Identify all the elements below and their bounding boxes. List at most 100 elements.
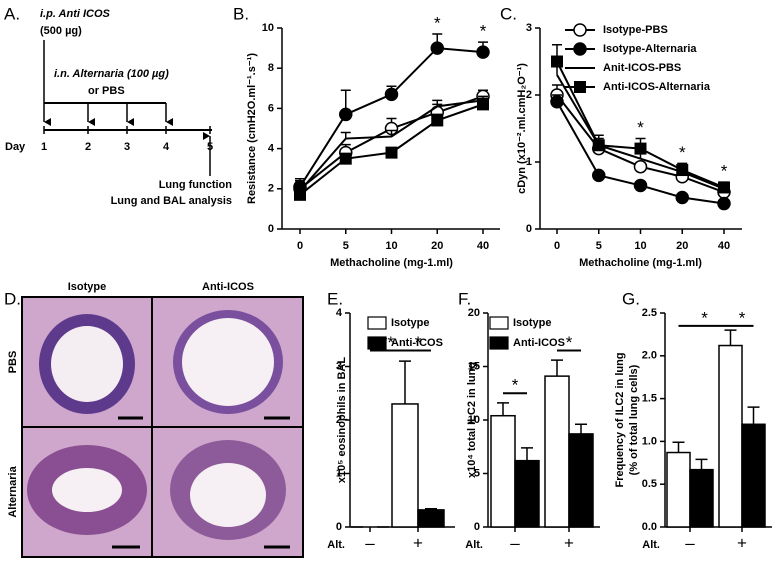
y-tick-label: 2 bbox=[336, 414, 342, 426]
point bbox=[675, 190, 689, 205]
y-tick-label: 4 bbox=[336, 307, 343, 319]
error-bar bbox=[432, 99, 443, 107]
y-axis-label: (% of total lung cells) bbox=[628, 364, 640, 475]
y-tick-label: 1 bbox=[526, 156, 532, 168]
x-tick-label: – bbox=[365, 533, 375, 552]
point bbox=[477, 98, 489, 111]
legend-swatch bbox=[367, 316, 387, 330]
y-tick-label: 0 bbox=[268, 223, 274, 235]
y-tick-label: 2 bbox=[526, 89, 532, 101]
x-tick-label: 0 bbox=[297, 240, 303, 252]
legend-label: Isotype-PBS bbox=[603, 24, 668, 36]
point bbox=[718, 181, 730, 194]
x-tick-label: + bbox=[564, 533, 574, 552]
y-tick-label: 5 bbox=[474, 467, 480, 479]
y-tick-label: 0 bbox=[526, 223, 532, 235]
panel-label: C. bbox=[500, 4, 517, 23]
day: 2 bbox=[85, 141, 91, 153]
bar bbox=[490, 414, 516, 528]
legend-marker bbox=[574, 81, 586, 93]
point bbox=[385, 146, 398, 159]
significance-label: * bbox=[701, 308, 708, 327]
y-tick-label: 0.0 bbox=[642, 521, 657, 533]
day: 1 bbox=[41, 141, 47, 153]
y-tick-label: 1 bbox=[336, 467, 342, 479]
y-axis-label: Resistance (cmH2O.ml⁻¹.s⁻¹) bbox=[246, 53, 258, 204]
significance-label: * bbox=[512, 376, 519, 395]
panel-label: G. bbox=[622, 289, 640, 308]
legend-swatch bbox=[489, 316, 509, 330]
y-tick-label: 0 bbox=[474, 521, 480, 533]
x-axis-label: Alt. bbox=[465, 539, 483, 551]
legend-label: Isotype bbox=[391, 317, 430, 329]
y-tick-label: 0.5 bbox=[642, 478, 657, 490]
panel-label: F. bbox=[458, 289, 471, 308]
error-bar bbox=[695, 458, 708, 470]
bar bbox=[544, 375, 570, 528]
error-bar bbox=[521, 447, 533, 461]
y-tick-label: 10 bbox=[468, 414, 480, 426]
legend-swatch bbox=[489, 336, 509, 350]
point bbox=[431, 114, 444, 127]
legend-label: Anit-ICOS-PBS bbox=[603, 62, 681, 74]
y-tick-label: 20 bbox=[468, 307, 480, 319]
day: 3 bbox=[124, 141, 130, 153]
significance-label: * bbox=[415, 333, 422, 352]
y-tick-label: 2.5 bbox=[642, 307, 657, 319]
x-tick-label: 10 bbox=[385, 240, 397, 252]
y-tick-label: 10 bbox=[262, 22, 274, 34]
x-tick-label: 0 bbox=[554, 240, 560, 252]
annotation: * bbox=[480, 22, 487, 41]
point bbox=[476, 45, 490, 59]
y-tick-label: 6 bbox=[268, 102, 274, 114]
error-bar bbox=[575, 423, 587, 434]
day: 4 bbox=[163, 141, 170, 153]
point bbox=[592, 168, 606, 183]
point bbox=[339, 152, 352, 165]
legend-marker bbox=[573, 23, 587, 37]
error-bar bbox=[399, 360, 411, 404]
legend-swatch bbox=[367, 336, 387, 350]
y-axis-label: cDyn (x10⁻².ml.cmH₂O⁻¹) bbox=[516, 63, 528, 194]
treatment: i.p. Anti ICOS bbox=[40, 8, 111, 20]
y-tick-label: 3 bbox=[526, 22, 532, 34]
y-tick-label: 4 bbox=[268, 143, 275, 155]
point bbox=[430, 41, 444, 55]
y-axis-label: x10⁵ eosinophils in BAL bbox=[336, 357, 348, 483]
day-label: Day bbox=[5, 141, 26, 153]
chart: B. 0 2 4 6 8 10 Resistance (cmH2O.ml⁻¹.s⁻¹) 0 5 10… bbox=[233, 4, 500, 269]
point bbox=[550, 94, 564, 109]
x-axis-label: Alt. bbox=[327, 539, 345, 551]
legend-label: Isotype-Alternaria bbox=[603, 43, 697, 55]
error-bar bbox=[497, 402, 509, 416]
point bbox=[294, 188, 306, 201]
error-bar bbox=[340, 131, 351, 139]
x-tick-label: 20 bbox=[676, 240, 688, 252]
x-tick-label: 5 bbox=[596, 240, 602, 252]
dose: (500 µg) bbox=[40, 25, 82, 37]
x-tick-label: – bbox=[510, 533, 520, 552]
day: 5 bbox=[207, 141, 213, 153]
chart: C. 0 1 2 3 cDyn (x10⁻².ml.cmH₂O⁻¹) 0 5 10 20 40 Met… bbox=[500, 4, 742, 269]
point bbox=[633, 159, 648, 174]
bar bbox=[417, 509, 445, 528]
annotation: * bbox=[721, 162, 728, 181]
challenge: i.n. Alternaria (100 µg) bbox=[54, 68, 169, 80]
bar bbox=[741, 423, 766, 528]
annotation: * bbox=[434, 14, 441, 33]
bar bbox=[391, 403, 419, 528]
error-bar bbox=[386, 129, 397, 137]
x-tick-label: 5 bbox=[343, 240, 349, 252]
point bbox=[634, 142, 647, 155]
readout: Lung function bbox=[159, 179, 233, 191]
legend-label: Isotype bbox=[513, 317, 552, 329]
column-label: Isotype bbox=[68, 281, 107, 293]
legend-marker bbox=[573, 42, 587, 56]
panel-d: D. Isotype Anti-ICOS PBS Alternaria bbox=[4, 281, 304, 558]
x-tick-label: + bbox=[737, 533, 747, 552]
row-label: PBS bbox=[7, 351, 19, 374]
annotation: * bbox=[679, 143, 686, 162]
x-tick-label: 40 bbox=[718, 240, 730, 252]
point bbox=[339, 107, 353, 122]
